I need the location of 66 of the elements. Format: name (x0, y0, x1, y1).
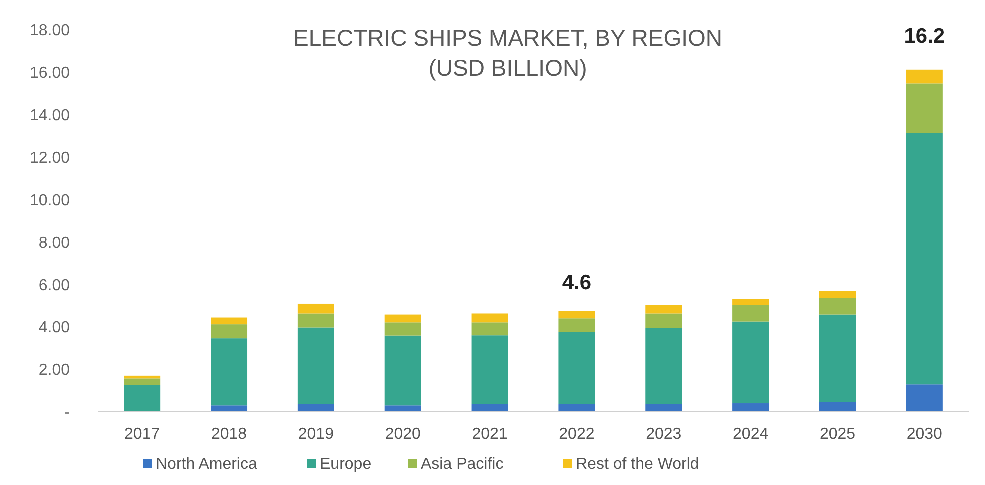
y-tick-label: 2.00 (38, 362, 70, 380)
bar (558, 318, 596, 332)
bar (211, 406, 248, 412)
bar (646, 305, 682, 314)
y-tick-label: 4.00 (38, 320, 70, 337)
x-tick-label: 2023 (646, 426, 682, 443)
x-tick-label: 2021 (472, 426, 508, 443)
bar (384, 322, 422, 336)
annotation: 16.2 (904, 25, 946, 48)
bar (124, 376, 161, 379)
bar (906, 70, 943, 84)
y-tick-label: 16.00 (30, 65, 70, 82)
x-tick-label: 2025 (820, 426, 856, 443)
bar (558, 404, 596, 412)
x-tick-label: 2022 (559, 426, 595, 443)
bar (646, 404, 682, 412)
legend-label: Europe (320, 456, 372, 473)
x-tick-label: 2024 (733, 426, 769, 443)
bar (211, 324, 248, 339)
bar (819, 314, 856, 402)
legend-label: Rest of the World (576, 456, 700, 473)
y-tick-label: - (64, 404, 70, 422)
x-tick-label: 2020 (385, 426, 422, 443)
y-tick-label: 12.00 (30, 150, 70, 167)
bar (298, 314, 334, 328)
bar (472, 314, 508, 323)
bar (906, 133, 943, 385)
bar (472, 322, 508, 336)
legend-label: Asia Pacific (421, 456, 504, 473)
bar (819, 402, 856, 412)
x-tick-label: 2017 (124, 426, 160, 443)
bar (211, 338, 248, 406)
x-tick-label: 2030 (906, 426, 943, 443)
y-tick-label: 18.00 (30, 22, 70, 40)
bar (906, 384, 943, 412)
bar (298, 328, 334, 404)
bar (124, 385, 161, 412)
bar (558, 311, 596, 319)
bar (558, 332, 596, 404)
bar (211, 318, 248, 325)
x-tick-label: 2019 (298, 426, 334, 443)
y-tick-label: 14.00 (30, 107, 70, 124)
annotation: 4.6 (562, 271, 592, 294)
bar (732, 299, 770, 306)
bar (384, 314, 422, 323)
bar (472, 336, 508, 404)
bar (819, 298, 856, 315)
bar (732, 404, 770, 412)
bar (384, 336, 422, 406)
legend-label: North America (156, 456, 258, 473)
bar (298, 404, 334, 412)
bar (646, 328, 682, 404)
bar (732, 305, 770, 322)
bar (819, 291, 856, 298)
y-tick-label: 10.00 (30, 192, 70, 210)
bar (298, 304, 334, 314)
bar (384, 406, 422, 412)
bar (646, 314, 682, 328)
bar (732, 322, 770, 404)
bar (906, 84, 943, 134)
y-tick-label: 6.00 (38, 277, 70, 294)
bar (124, 378, 161, 386)
x-tick-label: 2018 (211, 426, 248, 443)
chart-title: ELECTRIC SHIPS MARKET, BY REGION (USD BILLION) (293, 25, 723, 81)
y-tick-label: 8.00 (38, 234, 70, 252)
bar (472, 404, 508, 412)
